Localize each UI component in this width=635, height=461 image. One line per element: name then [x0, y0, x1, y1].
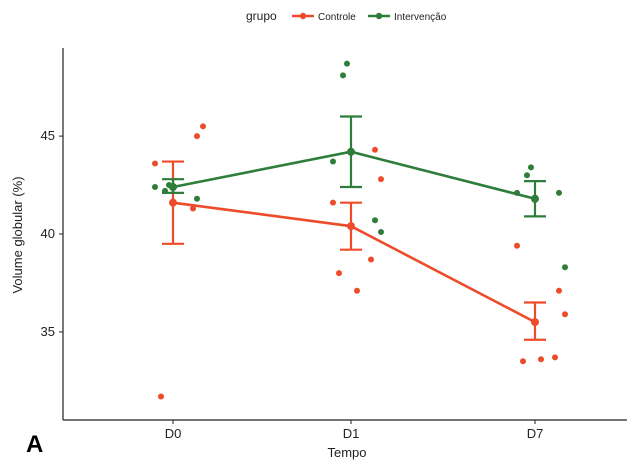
x-axis-title: Tempo — [327, 445, 366, 460]
legend-items: Controle Intervenção — [292, 12, 447, 23]
legend-swatch-dot — [299, 12, 307, 20]
data-point — [158, 393, 164, 400]
mean-marker — [347, 147, 355, 156]
x-axis-ticks: D0 D1 D7 — [165, 420, 544, 441]
legend-label: Intervenção — [394, 12, 447, 23]
data-point — [194, 195, 200, 202]
mean-line — [172, 201, 536, 324]
series-layer — [152, 60, 568, 400]
data-point — [378, 176, 384, 183]
data-point — [514, 242, 520, 249]
mean-marker — [531, 194, 539, 203]
mean-marker — [169, 198, 177, 207]
data-point — [200, 123, 206, 130]
data-point — [190, 205, 196, 212]
data-point — [152, 184, 158, 191]
data-point — [354, 287, 360, 294]
data-point — [372, 217, 378, 224]
data-point — [330, 158, 336, 165]
legend: grupo Controle Intervenção — [246, 9, 447, 23]
series-controle — [152, 123, 568, 400]
mean-marker — [531, 318, 539, 327]
panel-label: A — [26, 431, 43, 458]
legend-item-interven-o: Intervenção — [368, 12, 447, 23]
data-point — [344, 60, 350, 67]
mean-marker — [347, 222, 355, 231]
y-axis-ticks: 35 40 45 — [41, 128, 63, 339]
x-tick-label: D7 — [527, 426, 544, 441]
data-point — [152, 160, 158, 167]
y-tick-label: 40 — [41, 226, 55, 241]
y-tick-label: 35 — [41, 324, 55, 339]
legend-label: Controle — [318, 12, 356, 23]
legend-title: grupo — [246, 9, 277, 23]
mean-marker — [169, 183, 177, 192]
data-point — [538, 356, 544, 363]
data-point — [330, 199, 336, 206]
data-point — [378, 229, 384, 236]
data-point — [368, 256, 374, 263]
data-point — [562, 311, 568, 318]
data-point — [528, 164, 534, 171]
x-tick-label: D0 — [165, 426, 182, 441]
legend-swatch-dot — [375, 12, 383, 20]
data-point — [556, 189, 562, 196]
data-point — [520, 358, 526, 365]
data-point — [372, 146, 378, 153]
data-point — [562, 264, 568, 271]
data-point — [340, 72, 346, 79]
y-axis-title: Volume globular (%) — [10, 176, 25, 293]
x-tick-label: D1 — [343, 426, 360, 441]
y-tick-label: 45 — [41, 128, 55, 143]
legend-item-controle: Controle — [292, 12, 356, 23]
axes: 35 40 45 D0 D1 D7 — [41, 48, 627, 441]
data-point — [556, 287, 562, 294]
mean-line — [172, 150, 536, 201]
series-interven-o — [152, 60, 568, 271]
data-point — [552, 354, 558, 361]
data-point — [524, 172, 530, 179]
data-point — [336, 270, 342, 277]
data-point — [194, 133, 200, 140]
